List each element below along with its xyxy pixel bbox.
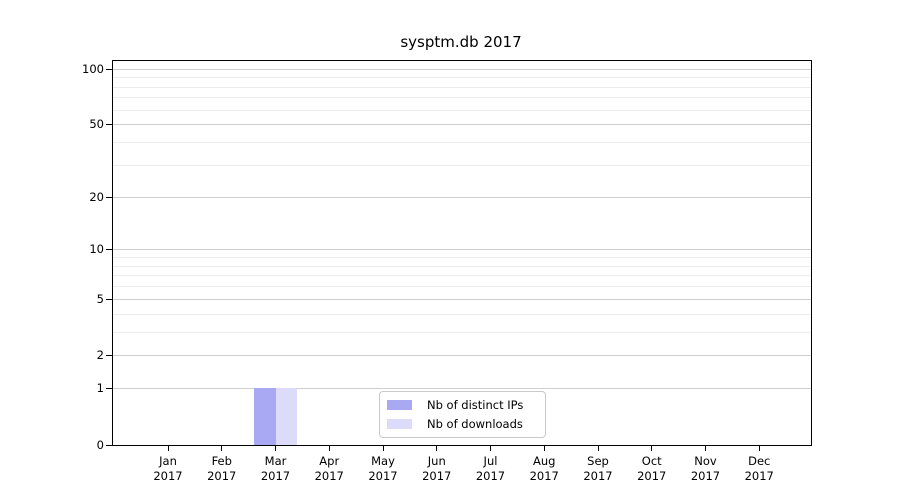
y-gridline-minor bbox=[113, 165, 811, 166]
y-tick-label: 20 bbox=[89, 189, 104, 204]
x-tick-month: Sep bbox=[587, 454, 609, 468]
legend-label-downloads: Nb of downloads bbox=[427, 417, 523, 431]
x-tick-mark bbox=[490, 446, 491, 451]
y-gridline-major bbox=[113, 124, 811, 126]
legend-swatch-distinct-ips bbox=[387, 400, 412, 410]
legend-swatch-downloads bbox=[387, 419, 412, 429]
x-tick-label: Jan 2017 bbox=[136, 454, 200, 484]
y-gridline-minor bbox=[113, 286, 811, 288]
bar-downloads-mar bbox=[275, 388, 297, 445]
y-gridline-major bbox=[113, 249, 811, 251]
y-tick-label: 0 bbox=[96, 438, 104, 452]
x-tick-month: Apr bbox=[319, 454, 340, 468]
plot-area: 0 1 2 5 10 20 50 100 Jan 2017 Feb 2017 Mar 2017 Apr 201… bbox=[82, 60, 812, 483]
x-tick-label: Apr 2017 bbox=[297, 454, 361, 484]
y-tick-label: 10 bbox=[89, 242, 104, 257]
y-gridline-major bbox=[113, 68, 811, 70]
x-tick-year: 2017 bbox=[637, 469, 667, 483]
y-gridline-minor bbox=[113, 265, 811, 267]
x-tick-month: Oct bbox=[641, 454, 662, 468]
x-tick-label: Jun 2017 bbox=[405, 454, 469, 484]
y-tick-mark bbox=[106, 249, 112, 251]
y-gridline-major bbox=[113, 355, 811, 357]
legend: Nb of distinct IPs Nb of downloads bbox=[379, 391, 546, 438]
x-tick-mark bbox=[758, 446, 760, 451]
x-tick-month: Jun bbox=[427, 454, 446, 468]
x-tick-month: Nov bbox=[694, 454, 717, 468]
x-tick-label: Oct 2017 bbox=[620, 454, 684, 484]
y-gridline-minor bbox=[113, 257, 811, 259]
x-tick-year: 2017 bbox=[368, 469, 398, 483]
y-tick-mark bbox=[106, 298, 112, 300]
chart-title: sysptm.db 2017 bbox=[400, 33, 522, 51]
x-tick-mark bbox=[275, 446, 276, 451]
y-gridline-minor bbox=[113, 77, 811, 79]
y-gridline-major bbox=[113, 196, 811, 198]
x-tick-label: Dec 2017 bbox=[727, 454, 791, 484]
y-tick-mark bbox=[106, 196, 112, 198]
x-tick-mark bbox=[328, 446, 330, 451]
y-tick-mark bbox=[106, 68, 112, 70]
legend-label-distinct-ips: Nb of distinct IPs bbox=[427, 398, 524, 412]
x-tick-mark bbox=[543, 446, 545, 451]
x-tick-year: 2017 bbox=[260, 469, 291, 483]
x-tick-mark bbox=[436, 446, 438, 451]
x-tick-label: May 2017 bbox=[351, 454, 415, 484]
x-tick-year: 2017 bbox=[690, 469, 721, 483]
x-tick-label: Mar 2017 bbox=[244, 454, 308, 484]
x-tick-label: Sep 2017 bbox=[566, 454, 630, 484]
y-gridline-minor bbox=[113, 97, 811, 99]
bar-distinct-ips-mar bbox=[254, 388, 276, 445]
x-tick-year: 2017 bbox=[744, 469, 774, 483]
x-tick-label: Feb 2017 bbox=[190, 454, 254, 484]
x-tick-month: Aug bbox=[533, 454, 556, 468]
x-tick-year: 2017 bbox=[422, 469, 452, 483]
x-tick-year: 2017 bbox=[207, 469, 237, 483]
y-tick-label: 2 bbox=[96, 348, 104, 363]
x-tick-label: Jul 2017 bbox=[459, 454, 523, 484]
y-gridline-major bbox=[113, 388, 811, 390]
x-tick-label: Nov 2017 bbox=[674, 454, 738, 484]
x-tick-year: 2017 bbox=[475, 469, 506, 483]
legend-entry-downloads: Nb of downloads bbox=[387, 416, 537, 432]
y-gridline-major bbox=[113, 298, 811, 300]
y-tick-mark bbox=[106, 124, 112, 126]
y-tick-mark bbox=[106, 445, 112, 446]
legend-entry-distinct-ips: Nb of distinct IPs bbox=[387, 397, 537, 413]
y-tick-label: 5 bbox=[96, 291, 104, 306]
x-tick-year: 2017 bbox=[314, 469, 344, 483]
y-gridline-minor bbox=[113, 331, 811, 333]
x-tick-year: 2017 bbox=[153, 469, 183, 483]
x-tick-year: 2017 bbox=[529, 469, 559, 483]
y-gridline-minor bbox=[113, 109, 811, 111]
x-tick-mark bbox=[382, 446, 384, 451]
y-gridline-minor bbox=[113, 275, 811, 277]
x-tick-mark bbox=[167, 446, 169, 451]
x-tick-mark bbox=[705, 446, 706, 451]
x-tick-month: Jan bbox=[159, 454, 177, 468]
x-tick-month: Dec bbox=[748, 454, 771, 468]
x-tick-mark bbox=[651, 446, 653, 451]
x-tick-year: 2017 bbox=[583, 469, 613, 483]
y-gridline-minor bbox=[113, 142, 811, 144]
x-tick-mark bbox=[221, 446, 223, 451]
x-tick-month: Mar bbox=[264, 454, 287, 468]
y-tick-label: 1 bbox=[96, 381, 104, 396]
y-tick-label: 100 bbox=[82, 61, 104, 76]
x-tick-label: Aug 2017 bbox=[512, 454, 576, 484]
x-tick-month: Feb bbox=[211, 454, 232, 468]
x-tick-mark bbox=[597, 446, 599, 451]
x-tick-month: Jul bbox=[483, 454, 498, 468]
y-tick-label: 50 bbox=[89, 117, 104, 132]
x-tick-month: May bbox=[371, 454, 395, 468]
y-gridline-minor bbox=[113, 86, 811, 88]
y-tick-mark bbox=[106, 355, 112, 357]
y-tick-mark bbox=[106, 388, 112, 390]
y-gridline-minor bbox=[113, 313, 811, 315]
